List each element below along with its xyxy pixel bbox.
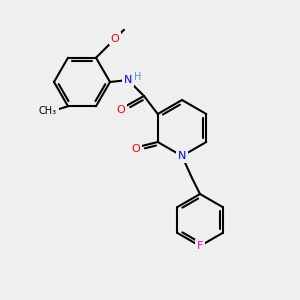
Text: O: O [117, 105, 125, 115]
Text: H: H [134, 72, 142, 82]
Text: CH₃: CH₃ [39, 106, 57, 116]
Text: F: F [197, 241, 203, 251]
Text: N: N [124, 75, 132, 85]
Text: N: N [178, 151, 186, 161]
Text: O: O [111, 34, 119, 44]
Text: O: O [131, 144, 140, 154]
